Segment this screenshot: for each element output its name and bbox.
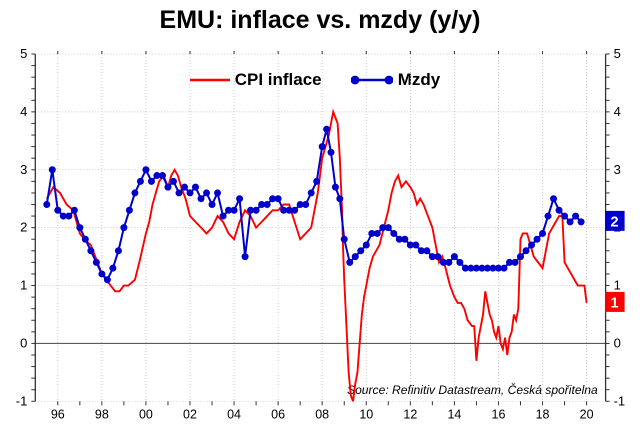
svg-text:2: 2 bbox=[20, 220, 27, 235]
svg-text:0: 0 bbox=[20, 335, 27, 350]
svg-text:5: 5 bbox=[20, 46, 27, 61]
svg-text:10: 10 bbox=[359, 407, 373, 421]
svg-text:2: 2 bbox=[611, 214, 619, 230]
svg-text:98: 98 bbox=[95, 407, 109, 421]
svg-text:3: 3 bbox=[20, 162, 27, 177]
svg-text:1: 1 bbox=[611, 295, 619, 311]
svg-text:1: 1 bbox=[20, 278, 27, 293]
svg-text:14: 14 bbox=[447, 407, 461, 421]
svg-text:-1: -1 bbox=[614, 393, 626, 408]
svg-text:1: 1 bbox=[614, 278, 621, 293]
svg-text:20: 20 bbox=[580, 407, 594, 421]
svg-text:02: 02 bbox=[183, 407, 197, 421]
svg-text:0: 0 bbox=[614, 335, 621, 350]
svg-text:3: 3 bbox=[614, 162, 621, 177]
svg-text:12: 12 bbox=[403, 407, 417, 421]
svg-text:16: 16 bbox=[492, 407, 506, 421]
svg-text:96: 96 bbox=[51, 407, 65, 421]
svg-text:00: 00 bbox=[139, 407, 153, 421]
svg-text:18: 18 bbox=[536, 407, 550, 421]
svg-text:06: 06 bbox=[271, 407, 285, 421]
svg-text:4: 4 bbox=[614, 104, 621, 119]
svg-text:08: 08 bbox=[315, 407, 329, 421]
svg-text:4: 4 bbox=[20, 104, 27, 119]
svg-text:-1: -1 bbox=[16, 393, 28, 408]
svg-text:04: 04 bbox=[227, 407, 241, 421]
svg-text:5: 5 bbox=[614, 46, 621, 61]
